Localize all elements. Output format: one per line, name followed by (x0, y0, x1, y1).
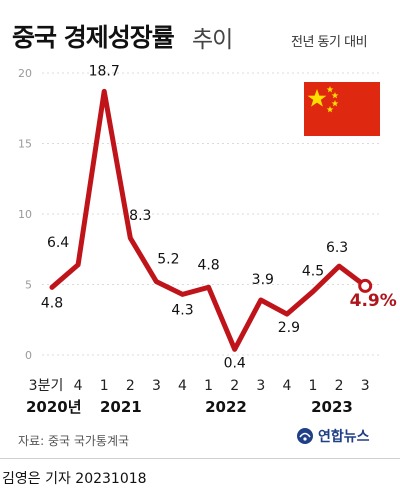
growth-line-chart: 0 5 10 15 20 3분기 4 1 2 3 4 1 2 3 4 1 2 3 2020년 2021 2022 202… (18, 63, 397, 416)
x-tick-label: 2 (335, 378, 344, 394)
data-point-latest (358, 278, 373, 293)
footer-divider (0, 458, 400, 459)
data-label: 0.4 (224, 355, 246, 371)
year-label: 2023 (311, 398, 353, 416)
page-title-suffix: 추이 (192, 27, 233, 53)
page-title: 중국 경제성장률 (12, 23, 175, 52)
x-tick-label: 4 (178, 378, 187, 394)
x-tick-label: 2 (230, 378, 239, 394)
data-label: 18.7 (89, 63, 120, 79)
y-tick-label: 0 (25, 349, 32, 362)
data-label: 6.4 (47, 235, 69, 251)
data-label-latest: 4.9% (350, 291, 397, 311)
author-credit: 김영은 기자 20231018 (2, 471, 147, 487)
china-flag-icon (304, 82, 380, 136)
data-label: 3.9 (252, 272, 274, 288)
y-axis-ticks: 0 5 10 15 20 (18, 67, 32, 362)
y-tick-label: 10 (18, 208, 32, 221)
data-label: 4.3 (171, 302, 193, 318)
data-labels: 4.8 6.4 18.7 8.3 5.2 4.3 4.8 0.4 3.9 2.9 4.56.3 4.9… (41, 63, 397, 371)
data-label: 4.8 (197, 257, 219, 273)
data-label: 8.3 (129, 208, 151, 224)
series-line-path (49, 88, 368, 352)
chart-subtitle: 전년 동기 대비 (291, 35, 368, 50)
x-tick-label: 4 (282, 378, 291, 394)
x-tick-label: 1 (309, 378, 318, 394)
data-label: 4.8 (41, 295, 63, 311)
x-tick-label: 4 (74, 378, 83, 394)
x-tick-label: 3 (256, 378, 265, 394)
x-axis-ticks: 3분기 4 1 2 3 4 1 2 3 4 1 2 3 2020년 2021 2022 2023 (26, 378, 370, 416)
data-label: 4.5 (302, 264, 324, 280)
publisher-name: 연합뉴스 (318, 429, 370, 445)
x-tick-label: 3 (361, 378, 370, 394)
year-label: 2021 (100, 398, 142, 416)
publisher-logo: 연합뉴스 (296, 426, 370, 446)
data-source: 자료: 중국 국가통계국 (18, 434, 130, 448)
x-tick-label: 1 (204, 378, 213, 394)
x-tick-label: 2 (126, 378, 135, 394)
year-label: 2020년 (26, 398, 82, 416)
data-label: 5.2 (157, 252, 179, 268)
year-label: 2022 (205, 398, 247, 416)
y-tick-label: 20 (18, 67, 32, 80)
x-tick-label: 3분기 (29, 378, 64, 394)
data-label: 6.3 (326, 240, 348, 256)
yonhap-logo-icon (297, 428, 313, 444)
y-tick-label: 15 (18, 138, 32, 151)
data-label: 2.9 (278, 320, 300, 336)
grid-lines (42, 72, 380, 356)
data-points (358, 278, 373, 293)
series-line (49, 88, 368, 352)
x-tick-label: 1 (100, 378, 109, 394)
y-tick-label: 5 (25, 279, 32, 292)
x-tick-label: 3 (152, 378, 161, 394)
